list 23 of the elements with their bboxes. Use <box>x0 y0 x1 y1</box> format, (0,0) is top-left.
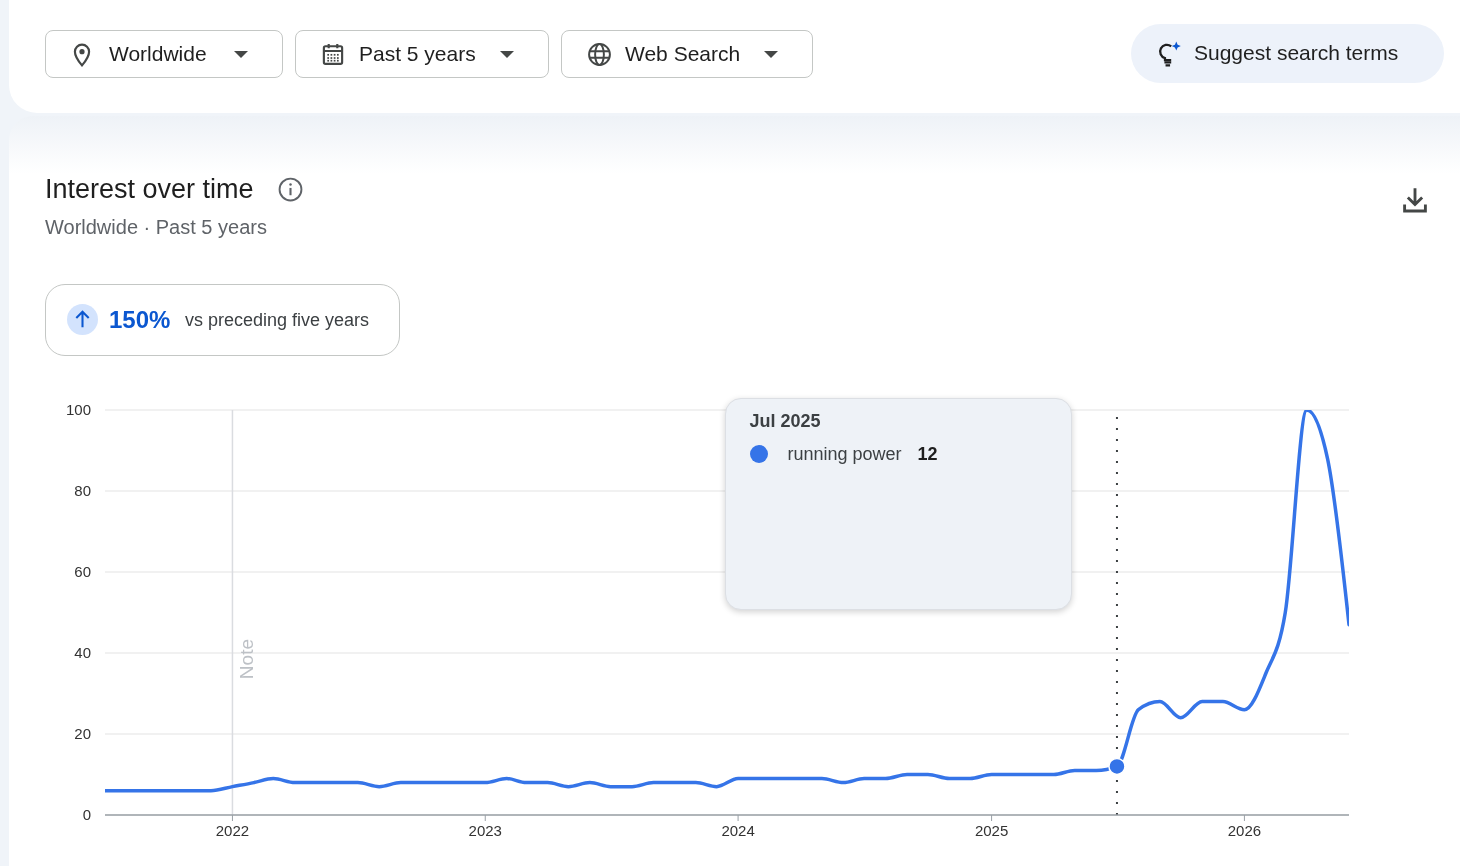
y-tick-label: 80 <box>74 482 91 500</box>
region-dropdown: Worldwide <box>45 30 283 78</box>
x-tick-label: 2022 <box>215 821 250 839</box>
y-tick-label: 20 <box>74 725 91 743</box>
y-tick-label: 60 <box>74 563 91 581</box>
y-tick-label: 40 <box>74 644 91 662</box>
annotation: Jul 2025 <box>749 410 821 432</box>
x-tick-label: 2026 <box>1227 821 1262 839</box>
y-tick-label: 100 <box>65 401 91 419</box>
legend-label: running power <box>787 443 902 466</box>
x-tick-label: 2025 <box>974 821 1009 839</box>
search-type-dropdown: Web Search <box>561 30 813 78</box>
comparison-card: 150% vs preceding five years <box>45 284 400 356</box>
chart-title: Interest over time <box>45 173 254 206</box>
y-tick-label: 0 <box>82 806 91 824</box>
ref-line-label: Note <box>235 639 257 680</box>
chart-subtitle: Worldwide · Past 5 years <box>45 215 267 240</box>
annotation: 12 <box>917 443 938 466</box>
suggest-button: Suggest search terms <box>1131 24 1444 83</box>
x-tick-label: 2023 <box>468 821 502 839</box>
x-tick-label: 2024 <box>721 821 755 839</box>
time-range-dropdown: Past 5 years <box>295 30 549 78</box>
line-series <box>105 410 1349 793</box>
